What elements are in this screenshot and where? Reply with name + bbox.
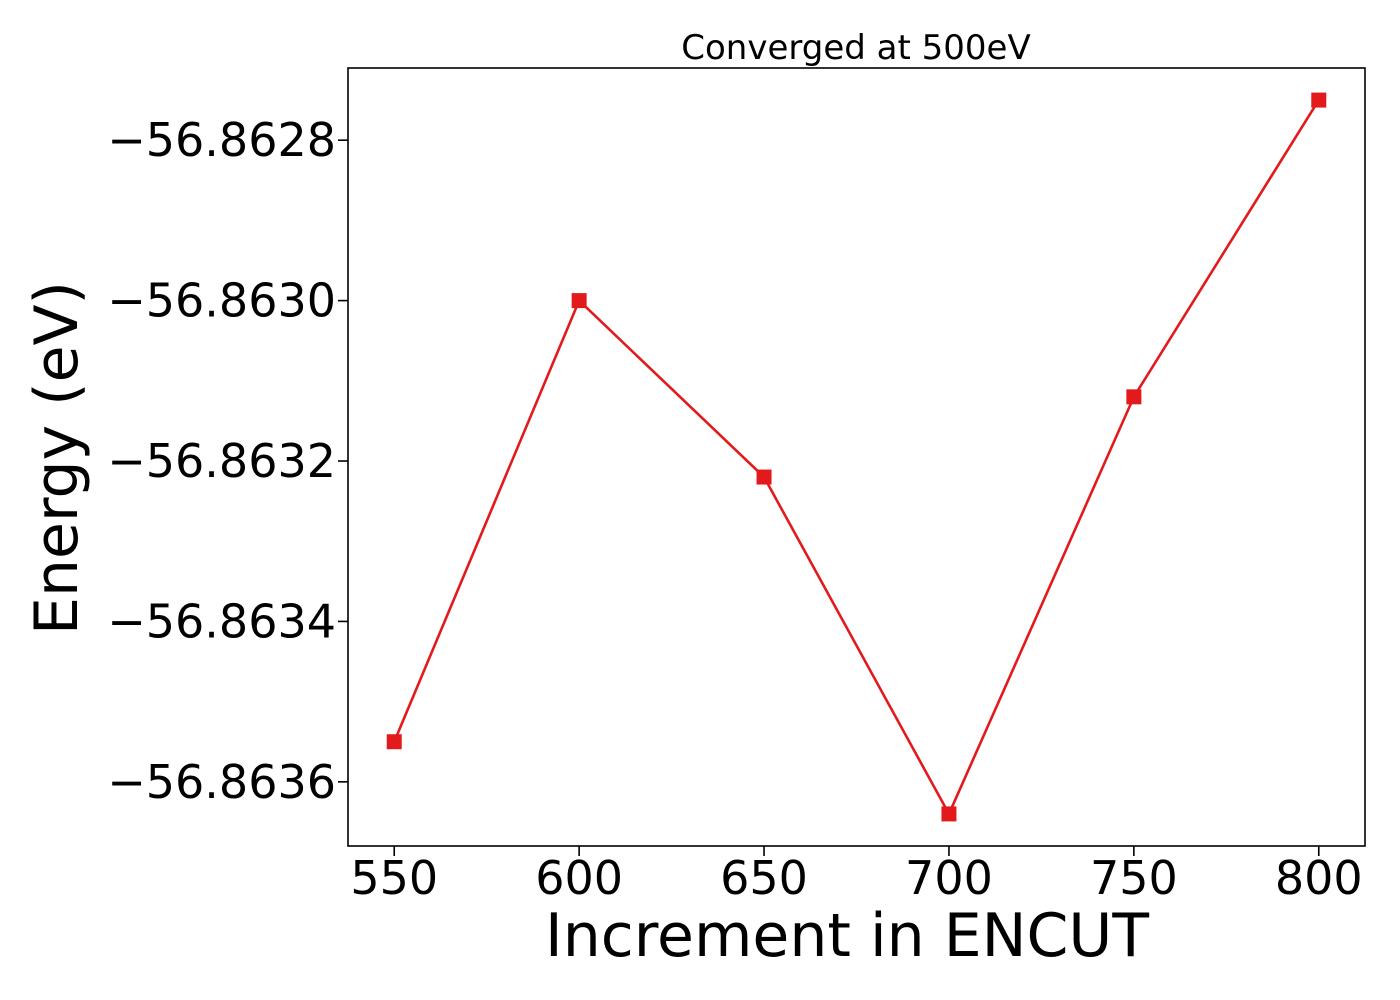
y-tick-label: −56.8630 [107, 274, 336, 328]
series-line [393, 99, 1320, 816]
x-tick-label: 550 [350, 851, 438, 905]
data-point [1311, 92, 1327, 108]
series [386, 92, 1327, 822]
data-point [1126, 389, 1142, 405]
chart-title: Converged at 500eV [681, 28, 1030, 68]
x-tick-label: 700 [905, 851, 993, 905]
y-tick-label: −56.8636 [107, 755, 336, 809]
data-point [386, 734, 402, 750]
x-tick-label: 650 [720, 851, 808, 905]
x-tick-label: 750 [1090, 851, 1178, 905]
plot-frame [347, 67, 1366, 847]
ticks: 550 600 650 700 750 800 −56.8628 −56.8630 −56.86… [107, 113, 1362, 905]
y-tick-label: −56.8628 [107, 113, 336, 167]
x-tick-label: 600 [535, 851, 623, 905]
data-point [941, 806, 957, 822]
axes [347, 67, 1366, 847]
data-point [756, 469, 772, 485]
y-tick-label: −56.8634 [107, 594, 336, 648]
data-point [571, 293, 587, 309]
y-axis-title: Energy (eV) [22, 281, 92, 635]
x-tick-label: 800 [1275, 851, 1363, 905]
x-axis-title: Increment in ENCUT [545, 901, 1149, 971]
y-tick-label: −56.8632 [107, 434, 336, 488]
